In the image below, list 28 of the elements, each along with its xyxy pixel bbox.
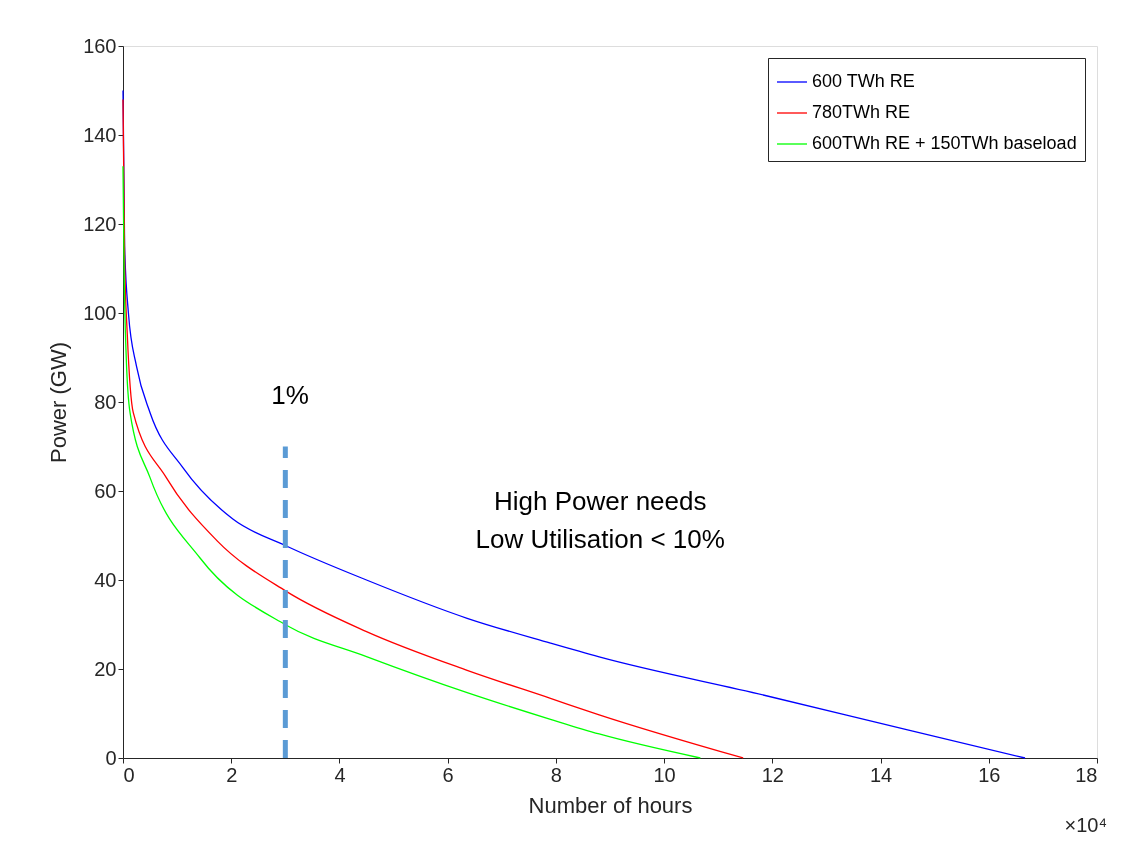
y-axis-title: Power (GW) (46, 342, 72, 463)
legend-label: 600 TWh RE (812, 71, 915, 91)
x-tick-label: 2 (226, 763, 238, 786)
x-tick-label: 4 (334, 763, 346, 786)
legend-label: 600TWh RE + 150TWh baseload (812, 133, 1077, 153)
y-tick-label: 20 (94, 657, 117, 680)
x-tick-label: 12 (761, 763, 784, 786)
x-tick-label: 8 (550, 763, 562, 786)
y-tick-label: 160 (83, 34, 117, 57)
annotation: High Power needs Low Utilisation < 10% (475, 485, 725, 554)
y-tick-label: 80 (94, 390, 117, 413)
y-tick-label: 40 (94, 568, 117, 591)
y-tick-label: 140 (83, 123, 117, 146)
y-tick-label: 60 (94, 479, 117, 502)
x-tick-label: 16 (978, 763, 1001, 786)
x-axis-title: Number of hours (528, 792, 693, 818)
x-tick-label: 0 (123, 763, 135, 786)
x-tick-label: 6 (442, 763, 454, 786)
annotation: 1% (271, 380, 309, 410)
y-tick-label: 120 (83, 212, 117, 235)
y-tick-label: 100 (83, 301, 117, 324)
x-tick-label: 14 (869, 763, 893, 786)
line-series (122, 98, 744, 759)
text: ×10⁴ (1064, 814, 1107, 836)
x-tick-label: 10 (653, 763, 676, 786)
legend-label: 780TWh RE (812, 102, 911, 122)
y-tick-label: 0 (105, 746, 117, 769)
x-tick-label: 18 (1075, 763, 1098, 786)
